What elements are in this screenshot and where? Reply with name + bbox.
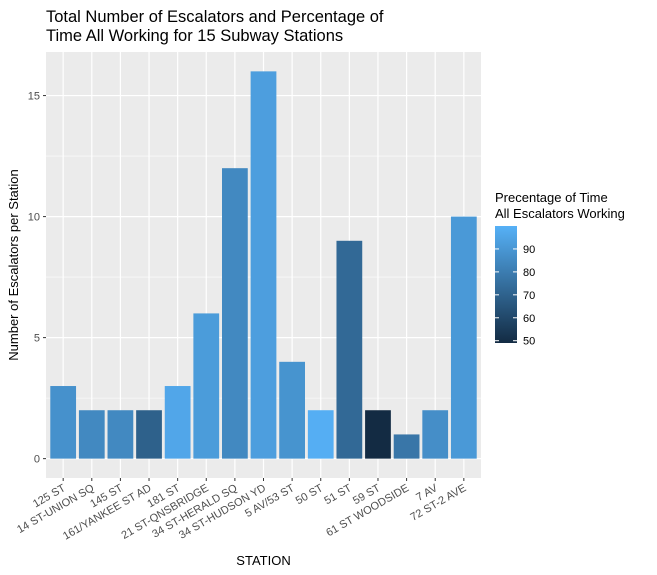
bar (393, 434, 420, 459)
x-tick-label: 50 ST (294, 482, 326, 507)
legend: Precentage of Time All Escalators Workin… (495, 190, 625, 348)
bar (136, 410, 162, 459)
x-tick-label: 51 ST (322, 482, 354, 507)
bar (164, 386, 191, 459)
bar (336, 240, 363, 459)
legend-tick-label: 60 (523, 313, 535, 325)
bar (365, 410, 391, 459)
bar (250, 71, 277, 459)
legend-tick-label: 80 (523, 267, 535, 279)
y-tick-label: 15 (28, 91, 40, 103)
bar (222, 168, 248, 459)
bar (279, 361, 305, 459)
x-tick-label: 72 ST-2 AVE (408, 482, 468, 523)
y-axis-title: Number of Escalators per Station (6, 169, 21, 360)
bar (193, 313, 220, 459)
bar (78, 410, 105, 459)
bar (50, 386, 77, 459)
legend-tick-label: 90 (523, 244, 535, 256)
legend-tick-label: 70 (523, 290, 535, 302)
bar (107, 410, 134, 459)
legend-tick-label: 50 (523, 336, 535, 348)
y-tick-label: 0 (34, 454, 40, 466)
y-tick-label: 10 (28, 212, 40, 224)
bar (450, 216, 477, 459)
bars (50, 71, 477, 459)
y-tick-label: 5 (34, 333, 40, 345)
chart-title-line-2: Time All Working for 15 Subway Stations (46, 27, 343, 45)
legend-ticks: 50 60 70 80 90 (495, 244, 535, 348)
bar (422, 410, 449, 459)
x-axis-title: STATION (236, 553, 290, 568)
legend-title-line-2: All Escalators Working (495, 206, 625, 221)
legend-title-line-1: Precentage of Time (495, 190, 608, 205)
chart-title-line-1: Total Number of Escalators and Percentag… (46, 8, 384, 26)
bar (307, 410, 334, 459)
legend-colorbar (495, 226, 517, 343)
y-axis: 0 5 10 15 (28, 91, 46, 466)
